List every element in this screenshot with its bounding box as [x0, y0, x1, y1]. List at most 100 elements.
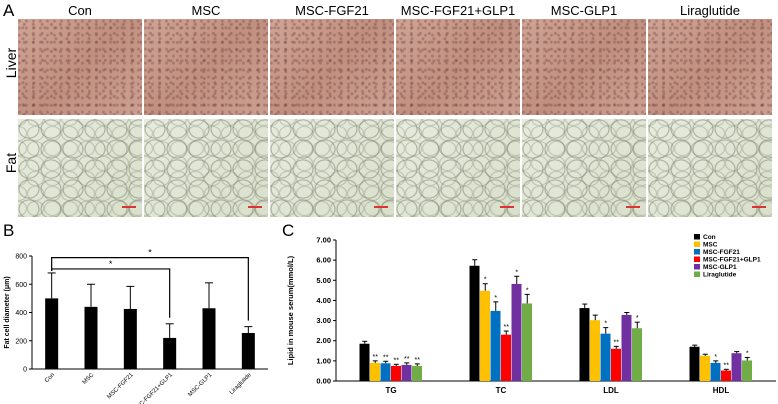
scale-bar [248, 206, 262, 208]
chart-b-bar [163, 337, 177, 369]
chart-c-significance-mark: * [526, 287, 529, 294]
chart-c-bar [742, 360, 752, 381]
fat-micrograph [396, 119, 520, 217]
chart-c-ytick-label: 6.00 [316, 256, 331, 265]
chart-b-category-label: Liraglutide [229, 372, 253, 396]
chart-c-bar [359, 343, 370, 381]
chart-c-bar [412, 365, 422, 381]
column-label: MSC-GLP1 [550, 3, 618, 18]
chart-b-ytick-label: 0 [23, 367, 27, 374]
chart-c-bar [611, 348, 621, 381]
chart-b-bar [84, 306, 98, 369]
serum-lipid-chart: Lipid in mouse serum(mmol/L) 0.00 1.00 2.0… [286, 234, 776, 395]
column-label: Liraglutide [680, 3, 740, 18]
chart-b-significance-bracket [51, 257, 249, 321]
scale-bar [626, 206, 640, 208]
chart-b-category-label: MSC-FGF21 [106, 372, 135, 401]
chart-c-significance-mark: ** [504, 324, 510, 331]
chart-c-significance-mark: * [515, 269, 518, 276]
fat-cell-diameter-chart: Fat cell diameter (μm) 0 200 400 600 800 Con M… [4, 248, 268, 404]
chart-c-significance-mark: ** [614, 339, 620, 346]
chart-c-legend-swatch [694, 256, 700, 262]
chart-c-ytick-label: 0.00 [316, 377, 331, 386]
fat-micrograph [648, 119, 772, 217]
chart-c-significance-mark: ** [373, 354, 379, 361]
liver-micrograph [18, 19, 142, 115]
scale-bar [500, 206, 514, 208]
chart-c-significance-mark: * [746, 350, 749, 357]
liver-micrograph [144, 19, 268, 115]
chart-b-significance-mark: * [148, 248, 152, 258]
liver-micrograph [648, 19, 772, 115]
chart-b-significance-mark: * [109, 259, 113, 269]
column-label: MSC [191, 3, 221, 18]
scale-bar [122, 206, 136, 208]
chart-c-legend-swatch [694, 264, 700, 270]
chart-c-bar [480, 290, 490, 381]
scale-bar [752, 206, 766, 208]
chart-c-ytick-label: 5.00 [316, 276, 331, 285]
chart-c-significance-mark: * [494, 295, 497, 302]
chart-c-bar [401, 364, 412, 381]
chart-b-category-label: MSC-GLP1 [187, 372, 213, 398]
chart-b-category-label: MSC-FGF21+GLP1 [132, 372, 174, 404]
chart-b-significance-bracket [51, 268, 171, 318]
chart-c-bar [490, 310, 501, 381]
chart-c-legend-label: Con [703, 234, 716, 241]
chart-c-significance-mark: * [484, 277, 487, 284]
chart-b-ytick-label: 400 [15, 310, 27, 317]
chart-b-ytick-label: 600 [15, 282, 27, 289]
chart-c-category-label: HDL [713, 386, 730, 395]
chart-c-bar [689, 346, 700, 381]
chart-c-ytick-label: 1.00 [316, 356, 331, 365]
liver-micrograph [522, 19, 646, 115]
chart-c-legend-label: MSC [703, 242, 718, 249]
chart-c-ytick-label: 2.00 [316, 336, 331, 345]
column-label: Con [68, 3, 92, 18]
chart-c-category-label: LDL [603, 386, 619, 395]
chart-c-significance-mark: * [714, 354, 717, 361]
chart-c-bar [700, 355, 710, 381]
row-label-liver: Liver [3, 47, 19, 79]
chart-c-legend-swatch [694, 249, 700, 255]
panel-a-letter: A [3, 1, 15, 20]
chart-b-bar [45, 298, 59, 369]
chart-b-category-label: Con [44, 372, 56, 384]
chart-c-category-label: TC [496, 386, 507, 395]
chart-c-legend-label: MSC-FGF21 [703, 249, 740, 256]
fat-micrograph [522, 119, 646, 217]
chart-c-bar [731, 353, 742, 381]
chart-c-significance-mark: ** [394, 357, 400, 364]
fat-micrograph [18, 119, 142, 217]
chart-c-bar [632, 328, 642, 381]
chart-b-bar [241, 332, 255, 369]
chart-b-ylabel: Fat cell diameter (μm) [4, 276, 11, 348]
row-label-fat: Fat [3, 152, 19, 174]
chart-c-legend-label: MSC-GLP1 [703, 264, 737, 271]
chart-c-bar [600, 333, 611, 381]
chart-c-significance-mark: ** [415, 357, 421, 364]
chart-c-ytick-label: 3.00 [316, 316, 331, 325]
chart-b-bar [202, 308, 216, 369]
chart-c-bar [370, 362, 380, 381]
chart-c-legend-label: MSC-FGF21+GLP1 [703, 257, 761, 264]
chart-b-ytick-label: 800 [15, 254, 27, 261]
chart-b-ytick-label: 200 [15, 338, 27, 345]
chart-b-category-label: MSC [82, 372, 96, 386]
chart-c-legend-swatch [694, 234, 700, 240]
chart-c-bar [469, 265, 480, 381]
column-label: MSC-FGF21+GLP1 [400, 3, 516, 18]
chart-b-bar [123, 308, 137, 369]
chart-c-significance-mark: ** [724, 362, 730, 369]
chart-c-bar [579, 308, 590, 381]
column-label: MSC-FGF21 [295, 3, 369, 18]
chart-c-legend-label: Liraglutide [703, 272, 737, 279]
chart-c-significance-mark: * [636, 315, 639, 322]
chart-c-significance-mark: ** [404, 356, 410, 363]
chart-c-bar [721, 370, 731, 381]
chart-c-bar [501, 334, 511, 381]
chart-c-bar [391, 365, 401, 381]
scale-bar [374, 206, 388, 208]
chart-c-ytick-label: 7.00 [316, 236, 331, 245]
chart-c-ylabel: Lipid in mouse serum(mmol/L) [286, 255, 295, 365]
